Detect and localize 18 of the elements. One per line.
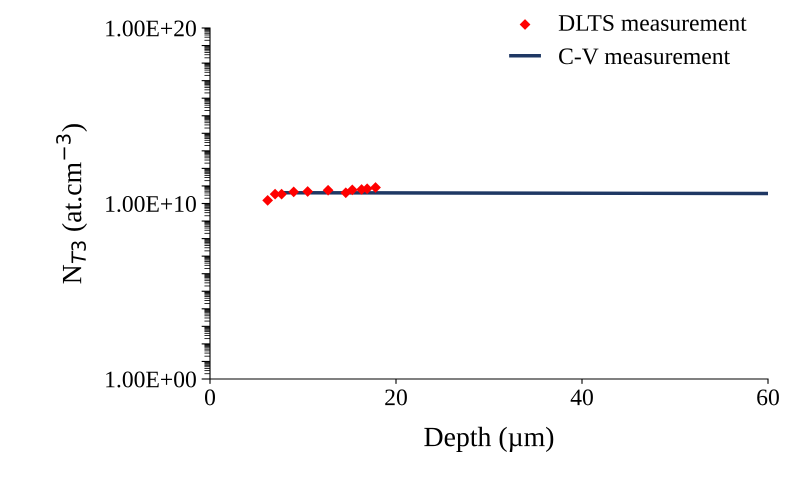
x-tick-label: 0 [204, 389, 216, 406]
point [262, 195, 274, 206]
x-tick-label: 20 [385, 389, 407, 406]
point [302, 186, 314, 197]
point [370, 182, 381, 193]
legend-label: C-V measurement [559, 48, 730, 64]
x-tick-label: 40 [570, 389, 593, 406]
y-tick-label: 1.00E+00 [106, 371, 196, 388]
y-tick-label: 1.00E+10 [106, 196, 196, 212]
legend-label: DLTS measurement [558, 15, 747, 31]
point [340, 187, 352, 198]
x-tick-label: 60 [757, 389, 779, 406]
x-axis-title: Depth (µm) [424, 426, 554, 452]
point [346, 184, 358, 196]
point [288, 186, 300, 198]
point [322, 184, 334, 196]
y-axis-title: N$_{T3}$ (at.cm$^{−3}$) [56, 124, 88, 284]
y-tick-label: 1.00E+20 [106, 20, 196, 37]
